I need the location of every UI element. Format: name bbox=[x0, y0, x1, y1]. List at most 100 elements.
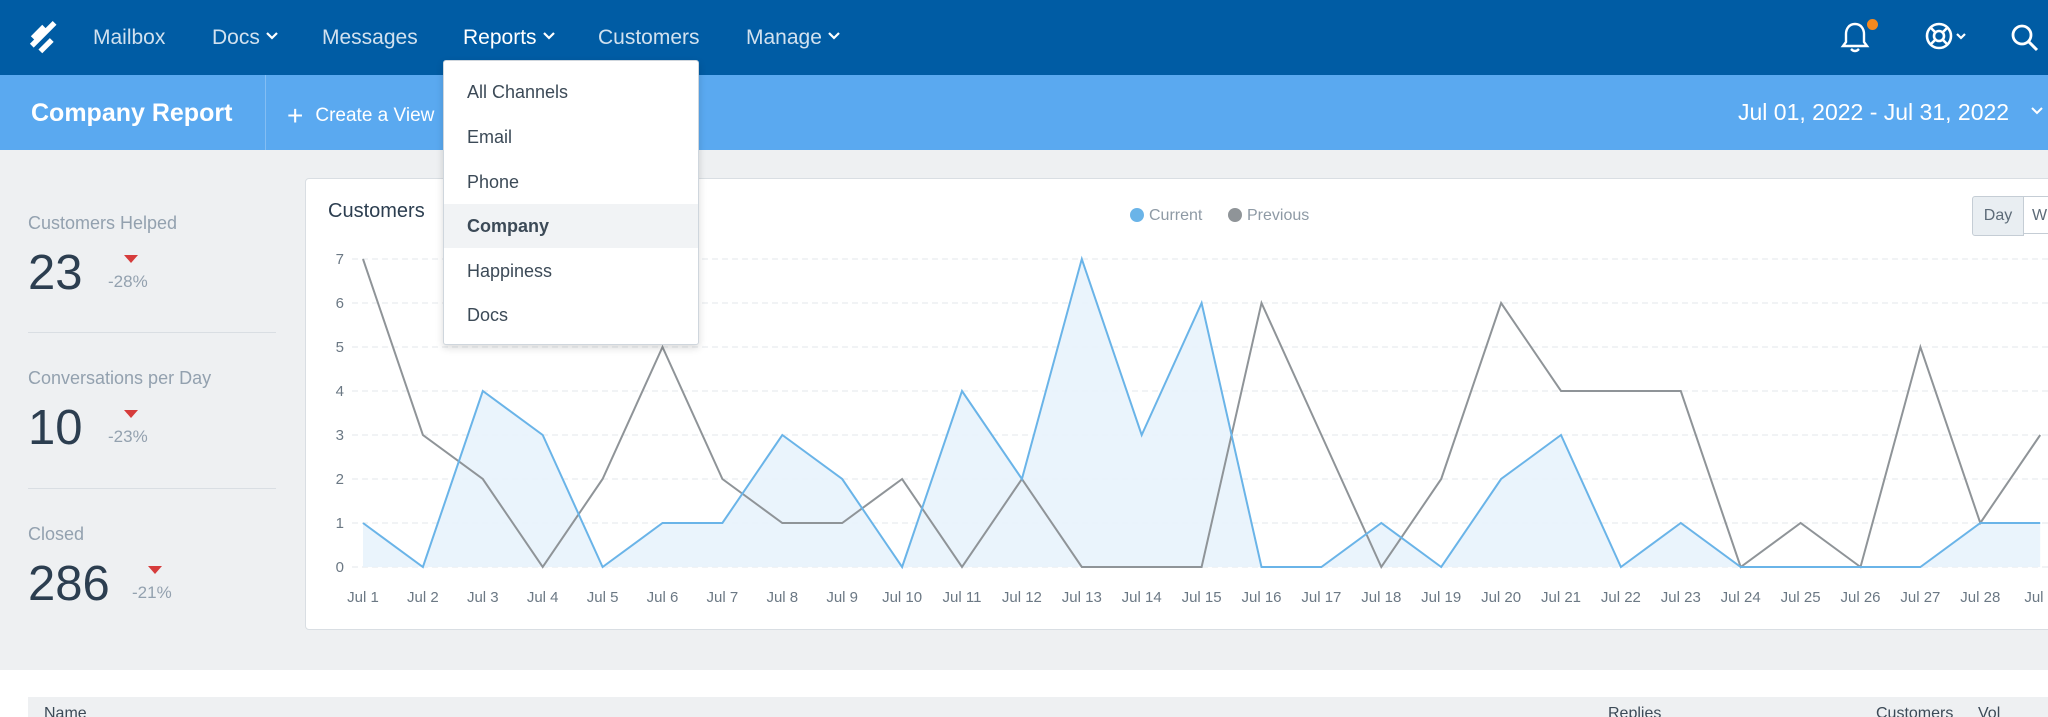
date-range-picker[interactable]: Jul 01, 2022 - Jul 31, 2022 bbox=[1738, 99, 2010, 125]
chart-lines bbox=[362, 255, 2042, 570]
stat-value: 10 bbox=[28, 401, 83, 455]
page-title: Company Report bbox=[31, 99, 233, 127]
search-icon[interactable] bbox=[2010, 23, 2040, 53]
plus-icon: + bbox=[287, 100, 304, 131]
nav-manage[interactable]: Manage bbox=[746, 25, 840, 51]
stat-conversations-per-day: Conversations per Day 10 -23% bbox=[28, 368, 276, 478]
y-axis: 0 1 2 3 4 5 6 7 bbox=[336, 251, 344, 576]
create-view-button[interactable]: + Create a View bbox=[287, 100, 434, 132]
x-axis: Jul 1 Jul 2 Jul 3 Jul 4 Jul 5 Jul 6 Jul 7 Jul 8… bbox=[347, 589, 2048, 606]
nav-reports-label: Reports bbox=[463, 26, 537, 49]
y-tick-label: 6 bbox=[336, 295, 344, 312]
x-tick-label: Jul 8 bbox=[766, 589, 798, 606]
legend-dot bbox=[1228, 208, 1242, 222]
stat-customers-helped: Customers Helped 23 -28% bbox=[28, 213, 276, 323]
x-tick-label: Jul 10 bbox=[882, 589, 922, 606]
y-tick-label: 7 bbox=[336, 251, 344, 268]
help-lifebuoy-icon[interactable] bbox=[1924, 21, 1970, 53]
stat-value: 286 bbox=[28, 557, 110, 611]
create-view-label: Create a View bbox=[315, 105, 435, 126]
column-header-name[interactable]: Name bbox=[44, 705, 87, 717]
stat-label: Customers Helped bbox=[28, 213, 178, 233]
chart-areas bbox=[363, 259, 2041, 567]
stat-label: Closed bbox=[28, 524, 85, 544]
helpscout-logo-icon[interactable] bbox=[28, 21, 58, 55]
x-tick-label: Jul 19 bbox=[1421, 589, 1461, 606]
y-tick-label: 3 bbox=[336, 427, 344, 444]
x-tick-label: Jul 1 bbox=[347, 589, 379, 606]
nav-docs-label: Docs bbox=[212, 26, 260, 49]
menu-item-happiness[interactable]: Happiness bbox=[467, 261, 553, 281]
week-toggle-button[interactable]: W bbox=[2023, 196, 2048, 234]
nav-docs[interactable]: Docs bbox=[212, 25, 278, 51]
x-tick-label: Jul 12 bbox=[1002, 589, 1042, 606]
nav-mailbox[interactable]: Mailbox bbox=[93, 26, 166, 49]
legend-previous[interactable]: Previous bbox=[1228, 207, 1309, 225]
x-tick-label: Jul 16 bbox=[1241, 589, 1281, 606]
x-tick-label: Jul 27 bbox=[1900, 589, 1940, 606]
stat-closed: Closed 286 -21% bbox=[28, 524, 276, 634]
legend-label: Previous bbox=[1247, 207, 1310, 224]
legend-current[interactable]: Current bbox=[1130, 207, 1202, 225]
x-tick-label: Jul 6 bbox=[647, 589, 679, 606]
chevron-down-icon bbox=[828, 32, 840, 41]
stat-change: -21% bbox=[132, 583, 172, 602]
series-line-previous bbox=[362, 258, 2042, 570]
chart-title: Customers bbox=[328, 200, 425, 222]
x-tick-label: Jul 28 bbox=[1960, 589, 2000, 606]
y-tick-label: 0 bbox=[336, 559, 344, 576]
x-tick-label: Jul 26 bbox=[1840, 589, 1880, 606]
top-nav: Mailbox Docs Messages Reports Customers … bbox=[0, 0, 2048, 75]
x-tick-label: Jul 15 bbox=[1182, 589, 1222, 606]
legend-dot bbox=[1130, 208, 1144, 222]
x-tick-label: Jul 14 bbox=[1122, 589, 1162, 606]
day-toggle-button[interactable]: Day bbox=[1972, 196, 2024, 236]
series-area-current bbox=[363, 259, 2041, 567]
menu-item-company[interactable]: Company bbox=[444, 204, 698, 248]
series-line-current bbox=[362, 255, 2041, 570]
stat-change: -28% bbox=[108, 272, 148, 291]
menu-item-docs[interactable]: Docs bbox=[467, 305, 509, 325]
column-header-customers[interactable]: Customers bbox=[1876, 705, 1954, 717]
chevron-down-icon[interactable] bbox=[2030, 106, 2044, 116]
report-header: Company Report + Create a View Jul 01, 20… bbox=[0, 75, 2048, 150]
nav-reports[interactable]: Reports bbox=[463, 25, 555, 51]
x-tick-label: Jul 20 bbox=[1481, 589, 1521, 606]
x-tick-label: Jul 4 bbox=[527, 589, 559, 606]
column-header-replies[interactable]: Replies bbox=[1608, 705, 1662, 717]
stat-label: Conversations per Day bbox=[28, 368, 212, 388]
divider bbox=[28, 332, 276, 333]
x-tick-label: Jul 25 bbox=[1781, 589, 1821, 606]
x-tick-label: Jul 23 bbox=[1661, 589, 1701, 606]
chevron-down-icon bbox=[542, 32, 555, 41]
y-tick-label: 4 bbox=[336, 383, 344, 400]
chevron-down-icon bbox=[266, 32, 278, 41]
menu-item-phone[interactable]: Phone bbox=[467, 172, 520, 192]
x-tick-label: Jul 22 bbox=[1601, 589, 1641, 606]
nav-customers[interactable]: Customers bbox=[598, 26, 700, 49]
y-tick-label: 5 bbox=[336, 339, 344, 356]
bell-icon[interactable] bbox=[1840, 20, 1870, 54]
x-tick-label: Jul 24 bbox=[1721, 589, 1761, 606]
x-tick-label: Jul 2 bbox=[407, 589, 439, 606]
stat-change: -23% bbox=[108, 427, 148, 446]
legend-label: Current bbox=[1149, 207, 1203, 224]
divider bbox=[28, 488, 276, 489]
header-divider bbox=[265, 75, 266, 150]
nav-messages[interactable]: Messages bbox=[322, 26, 418, 49]
x-tick-label: Jul 13 bbox=[1062, 589, 1102, 606]
menu-item-email[interactable]: Email bbox=[467, 127, 513, 147]
stat-value: 23 bbox=[28, 246, 83, 300]
down-arrow-icon bbox=[148, 566, 162, 574]
x-tick-label: Jul 21 bbox=[1541, 589, 1581, 606]
x-tick-label: Jul 2 bbox=[2024, 589, 2048, 606]
x-tick-label: Jul 3 bbox=[467, 589, 499, 606]
down-arrow-icon bbox=[124, 255, 138, 263]
column-header-vol[interactable]: Vol bbox=[1978, 705, 2001, 717]
reports-dropdown-menu: All Channels Email Phone Company Happine… bbox=[443, 60, 699, 345]
x-tick-label: Jul 7 bbox=[707, 589, 739, 606]
y-tick-label: 1 bbox=[336, 515, 344, 532]
menu-item-all-channels[interactable]: All Channels bbox=[467, 82, 569, 102]
x-tick-label: Jul 18 bbox=[1361, 589, 1401, 606]
